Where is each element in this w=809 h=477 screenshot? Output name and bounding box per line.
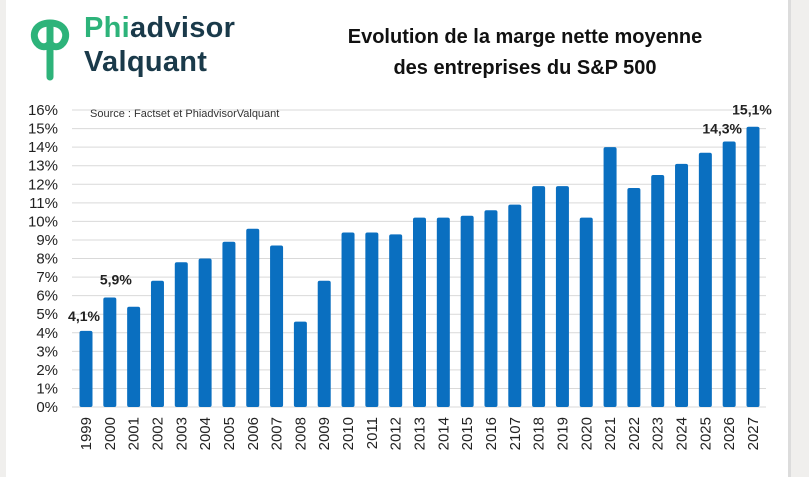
phiadvisor-logo: Phiadvisor Valquant (20, 10, 280, 85)
x-tick-label: 2021 (602, 417, 619, 450)
bar-2015 (460, 215, 474, 407)
bar-2004 (198, 258, 212, 407)
data-label: 15,1% (732, 102, 772, 118)
y-tick-label: 11% (29, 195, 58, 212)
logo-text-phiadvisor: Phiadvisor (84, 12, 236, 44)
y-tick-label: 3% (36, 343, 58, 360)
chart-title: Evolution de la marge nette moyenne des … (300, 22, 750, 84)
x-tick-label: 2015 (459, 417, 476, 450)
scrollbar[interactable] (788, 0, 791, 477)
x-tick-label: 2020 (578, 417, 595, 450)
y-tick-label: 1% (36, 380, 58, 397)
bar-2019 (555, 186, 569, 407)
x-tick-label: 2025 (697, 417, 714, 450)
bar-2012 (389, 234, 403, 407)
bar-2009 (317, 280, 331, 407)
x-tick-label: 2023 (650, 417, 667, 450)
x-tick-label: 2014 (435, 417, 452, 450)
logo-text-valquant: Valquant (84, 46, 208, 78)
data-label: 14,3% (702, 121, 742, 137)
bar-2010 (341, 232, 355, 407)
bar-2006 (246, 228, 260, 407)
bar-2005 (222, 241, 236, 407)
y-tick-label: 10% (28, 213, 58, 230)
bar-1999 (79, 330, 93, 407)
y-tick-label: 6% (36, 288, 58, 305)
x-tick-label: 2107 (507, 417, 524, 450)
bar-2022 (627, 187, 641, 407)
bar-2024 (675, 163, 689, 407)
bar-2014 (436, 217, 450, 407)
x-tick-label: 2007 (269, 417, 286, 450)
data-label: 5,9% (100, 271, 132, 287)
logo-mark-icon (30, 19, 70, 81)
bar-2026 (722, 141, 736, 407)
bar-2011 (365, 232, 379, 407)
bar-2002 (150, 280, 164, 407)
x-tick-label: 1999 (78, 417, 95, 450)
bar-2016 (484, 210, 498, 407)
x-tick-label: 2026 (721, 417, 738, 450)
x-tick-label: 2011 (364, 417, 381, 449)
y-tick-label: 4% (36, 325, 58, 342)
bar-2000 (103, 297, 117, 407)
x-tick-label: 2016 (483, 417, 500, 450)
x-tick-label: 2001 (126, 417, 143, 450)
y-tick-label: 7% (36, 269, 58, 286)
chart-title-line-2: des entreprises du S&P 500 (393, 57, 657, 79)
chart-title-line-1: Evolution de la marge nette moyenne (347, 26, 703, 48)
bar-2023 (651, 174, 665, 407)
x-tick-label: 2006 (245, 417, 262, 450)
y-tick-label: 15% (28, 121, 58, 138)
x-tick-label: 2027 (745, 417, 762, 450)
x-tick-label: 2002 (149, 417, 166, 450)
bar-2001 (127, 306, 141, 407)
x-tick-label: 2022 (626, 417, 643, 450)
bar-2013 (413, 217, 426, 407)
y-tick-label: 5% (36, 306, 58, 323)
x-tick-label: 2010 (340, 417, 357, 450)
bar-2021 (603, 147, 617, 407)
bar-2025 (698, 152, 712, 407)
bar-2107 (508, 204, 522, 407)
y-tick-label: 12% (28, 176, 58, 193)
x-tick-label: 2004 (197, 417, 214, 450)
x-tick-label: 2024 (674, 417, 691, 450)
x-tick-label: 2012 (388, 417, 405, 450)
source-note: Source : Factset et PhiadvisorValquant (90, 108, 279, 120)
bar-2027 (746, 126, 760, 408)
bar-2007 (270, 245, 284, 407)
y-tick-label: 14% (28, 139, 58, 156)
y-tick-label: 13% (28, 158, 58, 175)
bar-2018 (532, 186, 546, 407)
y-tick-label: 8% (36, 251, 58, 268)
x-tick-label: 2008 (292, 417, 309, 450)
x-tick-label: 2003 (173, 417, 190, 450)
y-tick-label: 9% (36, 232, 58, 249)
bar-2008 (293, 321, 307, 407)
y-tick-label: 16% (28, 102, 58, 119)
y-tick-label: 0% (36, 399, 58, 416)
x-tick-label: 2009 (316, 417, 333, 450)
data-label: 4,1% (68, 308, 100, 324)
x-tick-label: 2019 (554, 417, 571, 450)
bar-2020 (579, 217, 593, 407)
y-tick-label: 2% (36, 362, 58, 379)
x-tick-label: 2000 (102, 417, 119, 450)
x-tick-label: 2018 (531, 417, 548, 450)
x-tick-label: 2013 (412, 417, 429, 450)
x-tick-label: 2005 (221, 417, 238, 450)
bar-2003 (174, 262, 188, 407)
